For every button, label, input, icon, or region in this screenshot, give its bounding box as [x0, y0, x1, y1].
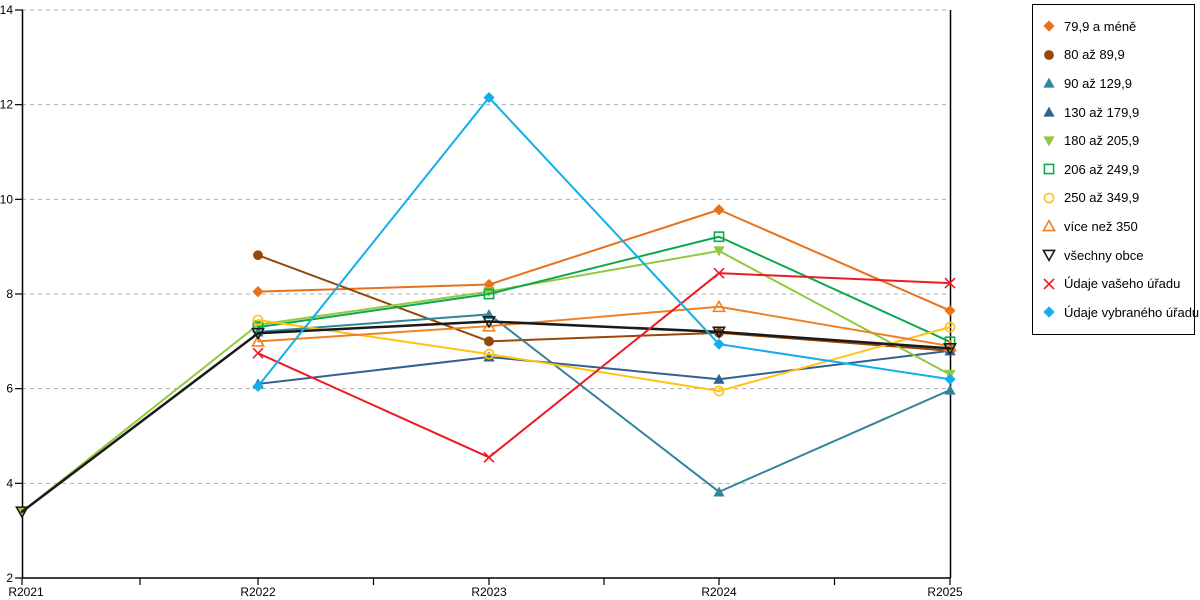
diamond-marker-daje-vybran-ho-adu-R2024 — [713, 338, 725, 350]
series-line-daje-va-eho-adu — [257, 272, 951, 459]
x-tick-label-r2024: R2024 — [701, 585, 737, 599]
y-tick-label-8: 8 — [6, 287, 13, 301]
y-tick-label-12: 12 — [0, 98, 13, 112]
y-tick-label-6: 6 — [6, 382, 13, 396]
triangle-up-marker-130-a-179-9-R2024 — [713, 373, 725, 384]
series-line-250-a-349-9 — [257, 319, 951, 393]
x-tick-label-r2022: R2022 — [240, 585, 276, 599]
circle-open-marker-250-a-349-9-R2024 — [713, 385, 725, 397]
legend-item-250-a-349-9: 250 až 349,9 — [1041, 184, 1188, 213]
series-line-206-a-249-9 — [257, 235, 951, 343]
triangle-down-marker-180-a-205-9-R2024 — [713, 246, 725, 257]
x-marker-daje-va-eho-adu-R2022 — [252, 347, 264, 359]
triangle-down-open-marker-v-echny-obce-R2023 — [482, 316, 496, 329]
legend-item-v-ce-ne-350: více než 350 — [1041, 212, 1188, 241]
diamond-marker-79-9-a-m-n-R2024 — [713, 204, 725, 216]
diamond-marker-79-9-a-m-n-R2022 — [252, 286, 264, 298]
square-open-marker-206-a-249-9-R2023 — [483, 288, 495, 300]
circle-open-marker-250-a-349-9-R2022 — [252, 314, 264, 326]
legend-label: 250 až 349,9 — [1064, 190, 1140, 206]
diamond-marker-daje-vybran-ho-adu-R2022 — [252, 380, 264, 392]
y-tick-label-4: 4 — [6, 476, 13, 490]
y-tick-label-10: 10 — [0, 192, 13, 206]
legend-item-180-a-205-9: 180 až 205,9 — [1041, 126, 1188, 155]
diamond-marker-daje-vybran-ho-adu-R2025 — [944, 373, 956, 385]
circle-icon — [1044, 49, 1054, 60]
series-line-130-a-179-9 — [257, 349, 951, 385]
triangle-up-icon — [1043, 78, 1055, 89]
legend-label: Údaje vašeho úřadu — [1064, 276, 1181, 292]
diamond-marker-daje-vybran-ho-adu-R2023 — [483, 91, 495, 104]
legend-label: více než 350 — [1064, 218, 1138, 234]
triangle-up-marker-130-a-179-9-R2023 — [483, 351, 495, 362]
series-line-90-a-129-9 — [257, 313, 951, 493]
x-tick-label-r2025: R2025 — [927, 585, 963, 599]
legend-label: Údaje vybraného úřadu — [1064, 304, 1200, 320]
triangle-down-icon — [1043, 136, 1055, 147]
diamond-icon — [1043, 306, 1055, 318]
series-v-echny-obce — [15, 316, 957, 519]
series-daje-va-eho-adu — [252, 267, 956, 463]
square-open-icon — [1043, 163, 1055, 175]
series-line-daje-vybran-ho-adu — [257, 96, 951, 388]
x-marker-daje-va-eho-adu-R2023 — [483, 451, 495, 463]
square-open-marker-206-a-249-9-R2022 — [252, 321, 264, 333]
y-tick-label-14: 14 — [0, 3, 13, 17]
triangle-down-open-marker-v-echny-obce-R2025 — [943, 343, 957, 356]
triangle-up-marker-90-a-129-9-R2025 — [944, 384, 956, 395]
series-daje-vybran-ho-adu — [252, 91, 956, 392]
series-v-ce-ne-350 — [251, 299, 957, 352]
series-line-80-a-89-9 — [257, 254, 951, 352]
triangle-up-open-marker-v-ce-ne-350-R2023 — [482, 319, 496, 332]
square-open-marker-206-a-249-9-R2024 — [713, 231, 725, 243]
legend-label: 130 až 179,9 — [1064, 104, 1140, 120]
triangle-up-open-marker-v-ce-ne-350-R2022 — [251, 334, 265, 347]
series-250-a-349-9 — [252, 314, 956, 397]
legend-item-130-a-179-9: 130 až 179,9 — [1041, 98, 1188, 127]
x-marker-daje-va-eho-adu-R2024 — [713, 267, 725, 279]
legend-item-80-a-89-9: 80 až 89,9 — [1041, 41, 1188, 70]
triangle-up-icon — [1043, 106, 1055, 117]
legend-label: 180 až 205,9 — [1064, 133, 1140, 149]
triangle-down-open-marker-v-echny-obce-R2021 — [15, 506, 29, 519]
line-chart: 2 4 6 8 10 12 14 R2021 R2022 R2023 R2024 R2025 — [0, 3, 963, 599]
triangle-down-open-icon — [1042, 249, 1056, 263]
series-line-v-ce-ne-350 — [257, 305, 951, 348]
series-line-79-9-a-m-n — [257, 208, 951, 312]
x-icon — [1043, 278, 1055, 290]
legend-item-v-echny-obce: všechny obce — [1041, 241, 1188, 270]
diamond-marker-79-9-a-m-n-R2025 — [944, 304, 956, 317]
series-line-v-echny-obce — [20, 320, 952, 513]
triangle-up-open-marker-v-ce-ne-350-R2024 — [712, 299, 726, 313]
legend-label: 79,9 a méně — [1064, 18, 1137, 34]
triangle-down-open-marker-v-echny-obce-R2022 — [251, 327, 265, 341]
triangle-up-marker-90-a-129-9-R2024 — [713, 486, 725, 497]
circle-marker-80-a-89-9-R2022 — [253, 250, 263, 261]
legend-label: 206 až 249,9 — [1064, 161, 1140, 177]
legend-item-79-9-a-m-n: 79,9 a méně — [1041, 12, 1188, 41]
legend: 79,9 a méně 80 až 89,9 90 až 129,9 130 až 1… — [1032, 4, 1199, 335]
legend-item-206-a-249-9: 206 až 249,9 — [1041, 155, 1188, 184]
x-tick-label-r2021: R2021 — [8, 585, 44, 599]
legend-label: 80 až 89,9 — [1064, 47, 1125, 63]
triangle-down-open-marker-v-echny-obce-R2024 — [712, 326, 726, 339]
legend-label: 90 až 129,9 — [1064, 75, 1132, 91]
legend-item-90-a-129-9: 90 až 129,9 — [1041, 69, 1188, 98]
triangle-up-open-marker-v-ce-ne-350-R2025 — [943, 339, 957, 352]
diamond-icon — [1043, 20, 1055, 32]
circle-open-marker-250-a-349-9-R2025 — [944, 321, 956, 333]
legend-label: všechny obce — [1064, 247, 1144, 263]
x-marker-daje-va-eho-adu-R2025 — [944, 277, 956, 289]
circle-open-marker-250-a-349-9-R2023 — [483, 348, 495, 360]
legend-item-daje-va-eho-adu: Údaje vašeho úřadu — [1041, 269, 1188, 298]
legend-item-daje-vybran-ho-adu: Údaje vybraného úřadu — [1041, 298, 1199, 327]
series-130-a-179-9 — [252, 345, 956, 389]
x-tick-label-r2023: R2023 — [471, 585, 507, 599]
triangle-up-open-icon — [1042, 219, 1056, 232]
circle-marker-80-a-89-9-R2023 — [484, 336, 494, 347]
y-tick-label-2: 2 — [6, 571, 13, 585]
circle-open-icon — [1043, 192, 1055, 204]
